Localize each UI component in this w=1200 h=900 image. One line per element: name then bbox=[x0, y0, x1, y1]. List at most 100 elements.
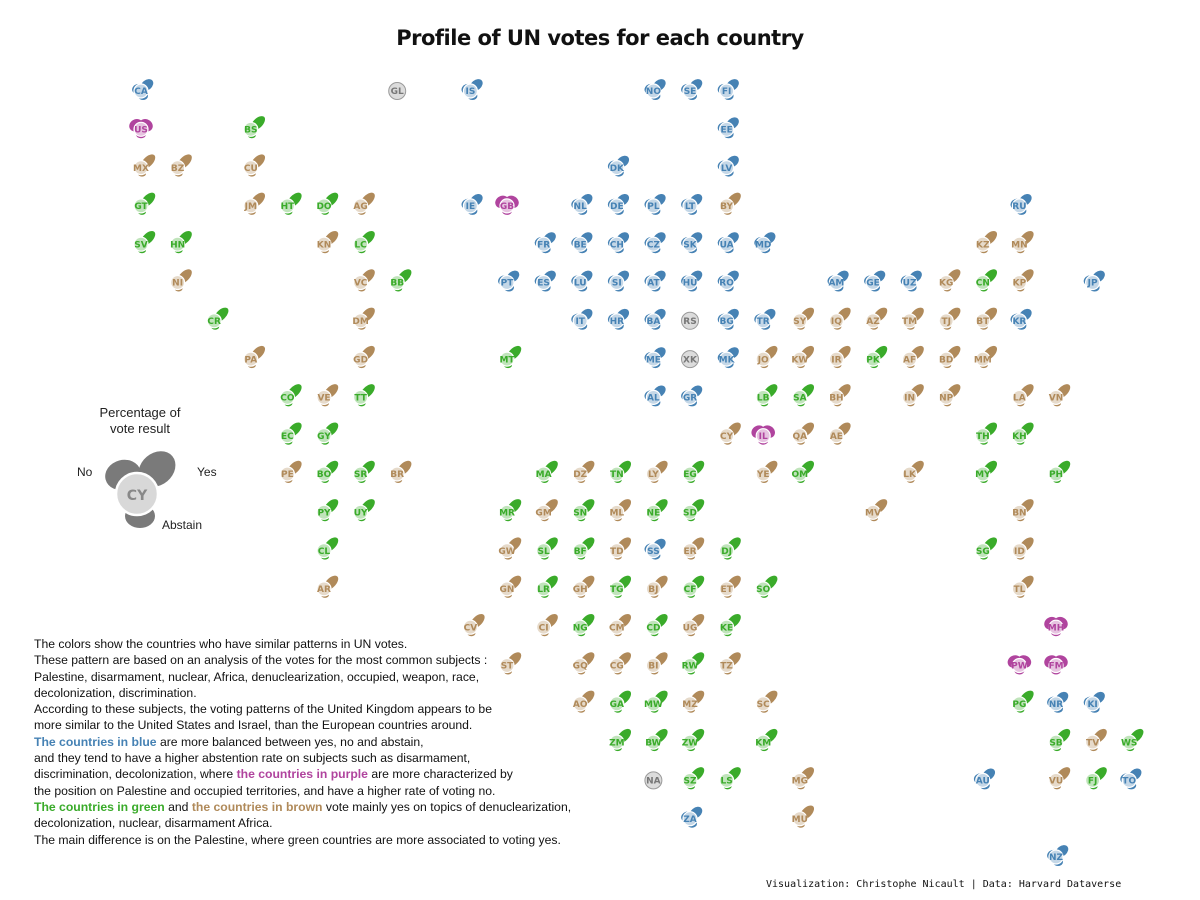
country-glyph-pt: PT bbox=[498, 270, 520, 292]
country-code-label: MK bbox=[719, 355, 736, 365]
country-glyph-ly: LY bbox=[645, 460, 668, 483]
country-code-label: BT bbox=[976, 317, 990, 327]
country-code-label: BY bbox=[720, 202, 733, 212]
country-code-label: FI bbox=[722, 87, 732, 97]
country-code-label: CZ bbox=[647, 240, 661, 250]
country-glyph-bn: BN bbox=[1011, 499, 1034, 522]
country-code-label: BA bbox=[646, 317, 660, 327]
country-glyph-hu: HU bbox=[681, 270, 703, 292]
country-code-label: UY bbox=[354, 509, 368, 519]
country-glyph-cz: CZ bbox=[644, 232, 666, 254]
country-glyph-tl: TL bbox=[1011, 575, 1034, 598]
country-glyph-ag: AG bbox=[353, 192, 375, 215]
country-code-label: SC bbox=[757, 700, 770, 710]
country-code-label: ES bbox=[537, 279, 550, 289]
country-code-label: CO bbox=[280, 394, 295, 404]
country-glyph-do: DO bbox=[316, 192, 339, 215]
description-line: The main difference is on the Palestine,… bbox=[34, 832, 561, 847]
country-glyph-ws: WS bbox=[1121, 728, 1144, 752]
country-glyph-bg: BG bbox=[717, 308, 739, 330]
country-glyph-km: KM bbox=[755, 728, 778, 752]
country-glyph-cm: CM bbox=[609, 613, 632, 637]
legend-glyph-code: CY bbox=[127, 488, 148, 504]
country-glyph-lv: LV bbox=[717, 155, 739, 177]
country-glyph-ae: AE bbox=[828, 422, 851, 445]
country-glyph-pk: PK bbox=[865, 345, 888, 369]
country-glyph-jo: JO bbox=[755, 345, 778, 369]
country-code-label: OM bbox=[791, 470, 808, 480]
country-glyph-ss: SS bbox=[644, 538, 666, 560]
country-glyph-bj: BJ bbox=[645, 575, 668, 598]
country-glyph-ve: VE bbox=[316, 384, 339, 407]
country-code-label: BF bbox=[574, 547, 587, 557]
country-code-label: DO bbox=[316, 202, 331, 212]
country-glyph-tg: TG bbox=[609, 575, 632, 598]
country-code-label: UZ bbox=[903, 279, 917, 289]
country-glyph-cd: CD bbox=[645, 613, 668, 637]
country-code-label: CV bbox=[464, 623, 478, 633]
country-code-label: DZ bbox=[573, 470, 587, 480]
country-glyph-mm: MM bbox=[974, 345, 998, 369]
country-glyph-ar: AR bbox=[316, 575, 339, 598]
legend-no-label: No bbox=[77, 465, 93, 479]
country-code-label: SY bbox=[793, 317, 806, 327]
country-glyph-sr: SR bbox=[353, 460, 375, 483]
country-code-label: TN bbox=[610, 470, 624, 480]
country-glyph-kz: KZ bbox=[975, 230, 998, 254]
country-code-label: TT bbox=[354, 394, 367, 404]
country-code-label: BH bbox=[829, 394, 843, 404]
country-glyph-gn: GN bbox=[499, 575, 522, 598]
legend-title-line2: vote result bbox=[110, 421, 170, 436]
country-code-label: KP bbox=[1013, 279, 1027, 289]
country-code-label: FR bbox=[537, 240, 550, 250]
country-code-label: FM bbox=[1048, 662, 1063, 672]
country-glyph-me: ME bbox=[644, 347, 666, 369]
country-glyph-uz: UZ bbox=[900, 270, 922, 292]
credit-text: Visualization: Christophe Nicault | Data… bbox=[766, 879, 1122, 890]
country-code-label: PW bbox=[1011, 662, 1028, 672]
country-code-label: LA bbox=[1013, 394, 1026, 404]
description-line: The countries in green and the countries… bbox=[34, 799, 594, 815]
country-code-label: BE bbox=[574, 240, 587, 250]
country-code-label: CF bbox=[684, 585, 697, 595]
country-code-label: EE bbox=[720, 126, 732, 136]
country-code-label: SG bbox=[976, 547, 990, 557]
country-code-label: DM bbox=[352, 317, 368, 327]
country-code-label: PL bbox=[647, 202, 660, 212]
country-code-label: IL bbox=[759, 432, 768, 442]
country-glyph-ht: HT bbox=[279, 192, 302, 215]
country-code-label: GN bbox=[500, 585, 515, 595]
country-code-label: WS bbox=[1121, 738, 1137, 748]
country-glyph-bh: BH bbox=[828, 384, 851, 407]
country-code-label: VN bbox=[1049, 394, 1064, 404]
country-glyph-tz: TZ bbox=[718, 652, 741, 675]
country-glyph-ng: NG bbox=[572, 613, 595, 637]
country-glyph-ee: EE bbox=[717, 117, 739, 139]
country-code-label: VE bbox=[317, 394, 330, 404]
country-glyph-al: AL bbox=[644, 385, 666, 407]
country-glyph-br: BR bbox=[389, 460, 412, 483]
country-code-label: SE bbox=[684, 87, 697, 97]
country-glyph-pa: PA bbox=[243, 345, 266, 369]
country-glyph-cu: CU bbox=[243, 154, 266, 177]
country-glyph-fi: FI bbox=[717, 79, 739, 100]
country-glyph-er: ER bbox=[682, 537, 705, 560]
country-glyph-lk: LK bbox=[901, 460, 924, 483]
country-code-label: GB bbox=[500, 202, 514, 212]
country-glyph-np: NP bbox=[938, 384, 961, 407]
country-code-label: GW bbox=[498, 547, 515, 557]
country-code-label: MD bbox=[755, 240, 771, 250]
country-code-label: SA bbox=[793, 394, 806, 404]
country-code-label: NG bbox=[573, 623, 588, 633]
country-code-label: BZ bbox=[171, 164, 185, 174]
country-glyph-kw: KW bbox=[791, 345, 815, 369]
country-glyph-ua: UA bbox=[717, 232, 739, 254]
legend-yes-label: Yes bbox=[197, 465, 217, 479]
country-glyph-ga: GA bbox=[609, 690, 632, 713]
country-glyph-nz: NZ bbox=[1047, 845, 1069, 866]
country-code-label: UG bbox=[683, 623, 698, 633]
country-code-label: US bbox=[134, 126, 148, 136]
country-code-label: NO bbox=[646, 87, 662, 97]
country-code-label: SL bbox=[537, 547, 549, 557]
country-glyph-jp: JP bbox=[1083, 270, 1105, 292]
